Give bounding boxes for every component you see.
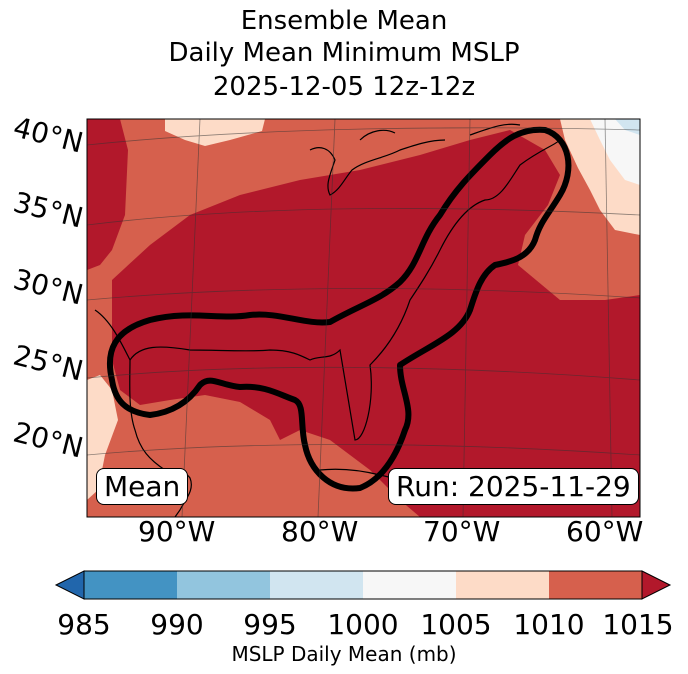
lon-label-90w: 90°W	[138, 515, 216, 548]
pressure-contour	[106, 126, 572, 492]
lon-label-70w: 70°W	[423, 515, 501, 548]
title-line-2: Daily Mean Minimum MSLP	[168, 38, 520, 68]
colorbar-bin-1000-1005	[363, 571, 456, 599]
colorbar-bin-995-1000	[270, 571, 363, 599]
mode-label-box: Mean	[96, 468, 189, 505]
field-over-1015	[87, 119, 640, 517]
field-1005-1010-north	[165, 119, 265, 146]
lon-label-80w: 80°W	[281, 515, 359, 548]
map-frame	[86, 118, 641, 518]
colorbar-over-arrow	[641, 570, 672, 600]
colorbar-tick-985: 985	[57, 608, 111, 641]
colorbar-tick-990: 990	[150, 608, 204, 641]
graticule	[87, 119, 640, 517]
run-label-box: Run: 2025-11-29	[388, 468, 639, 505]
colorbar-title: MSLP Daily Mean (mb)	[231, 642, 457, 666]
field-1005-1010-southwest	[87, 375, 118, 500]
lon-label-60w: 60°W	[566, 515, 644, 548]
colorbar-tick-1000: 1000	[327, 608, 399, 641]
colorbar-under-arrow	[54, 570, 85, 600]
coastline-gulf	[94, 139, 561, 441]
colorbar-bin-1010-1015	[549, 571, 642, 599]
colorbar-bin-1005-1010	[456, 571, 549, 599]
colorbar-tick-1010: 1010	[513, 608, 585, 641]
title-line-3: 2025-12-05 12z-12z	[212, 72, 476, 102]
field-1000-1005-northeast	[590, 119, 640, 185]
colorbar-tick-1015: 1015	[602, 608, 674, 641]
colorbar-tick-995: 995	[243, 608, 297, 641]
colorbar-bin-985-990	[84, 571, 177, 599]
title-line-1: Ensemble Mean	[240, 6, 448, 36]
field-995-1000-corner	[615, 119, 640, 135]
colorbar-tick-1005: 1005	[420, 608, 492, 641]
colorbar-bin-990-995	[177, 571, 270, 599]
colorbar	[54, 570, 672, 600]
